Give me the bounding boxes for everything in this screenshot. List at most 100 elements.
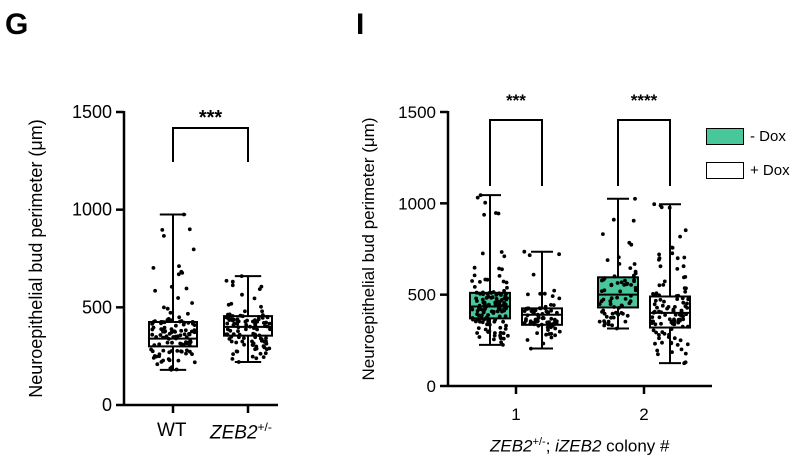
i-colony1-plus-dox-point-53 [535,331,539,335]
g-wt-point-61 [155,362,160,367]
i-colony2-plus-dox-point-91 [657,283,662,288]
g-wt-point-57 [176,272,181,277]
i-colony1-plus-dox-point-61 [528,322,533,326]
i-colony2-minus-dox-point-39 [624,282,629,287]
i-colony1-plus-dox-point-36 [542,291,547,296]
g-wt-point-1 [182,212,186,217]
g-zeb2-point-97 [254,319,259,324]
i-colony2-minus-dox-point-65 [600,278,604,283]
x-axis-title-gene1: ZEB2 [490,436,533,456]
g-wt-point-102 [165,318,170,322]
g-wt-point-22 [165,340,170,345]
i-colony1-minus-dox-point-123 [500,297,504,302]
g-wt-point-62 [150,322,155,326]
i-colony1-plus-dox-point-1 [522,249,527,254]
i-colony1-minus-dox-point-1 [478,193,483,198]
i-colony2-plus-dox-point-58 [680,324,685,329]
i-colony1-plus-dox-point-44 [549,316,554,321]
i-colony1-minus-dox-point-101 [480,297,485,302]
g-wt-point-83 [191,247,196,252]
i-colony2-minus-dox-point-32 [597,302,602,306]
i-colony1-minus-dox-point-128 [482,308,486,313]
i-colony1-plus-dox-point-47 [526,292,530,297]
i-colony1-minus-dox-point-30 [506,333,510,338]
i-colony2-plus-dox-point-89 [662,331,667,336]
i-colony2-plus-dox-point-32 [675,343,680,347]
x-axis-title-rest: colony # [601,436,670,456]
i-colony1-minus-dox-point-40 [481,292,485,297]
i-colony2-plus-dox-point-44 [680,296,685,301]
i-colony2-minus-dox-point-11 [632,262,637,266]
i-colony2-minus-dox-point-30 [615,281,620,285]
i-colony2-minus-dox-point-9 [616,306,621,310]
i-colony1-plus-dox-point-35 [554,321,559,326]
g-wt-point-36 [167,350,172,355]
i-colony1-minus-dox-point-90 [503,327,508,331]
i-colony2-minus-dox-point-36 [602,311,607,316]
g-wt-point-98 [184,340,188,344]
i-colony2-minus-dox-point-40 [612,274,617,279]
i-colony1-minus-dox-point-118 [501,279,506,284]
i-colony2-minus-dox-point-33 [611,315,616,320]
i-colony2-minus-dox-point-25 [623,278,627,283]
i-colony1-minus-dox-point-49 [480,251,485,256]
i-colony2-plus-dox-point-86 [672,336,677,341]
i-colony2-plus-dox-point-97 [675,297,680,301]
i-colony1-minus-dox-point-41 [494,293,499,297]
x-axis-title-sup: +/- [532,436,546,448]
i-colony2-plus-dox-point-8 [661,283,666,287]
i-colony2-plus-dox-point-69 [657,293,662,298]
i-colony2-plus-dox-point-36 [651,328,656,333]
g-wt-point-50 [178,333,183,338]
g-wt-point-89 [149,347,154,352]
g-wt-point-85 [162,320,167,325]
i-colony1-minus-dox-point-115 [486,330,490,334]
i-colony2-plus-dox-point-55 [653,322,658,327]
i-colony2-plus-dox-point-16 [655,305,659,310]
g-wt-point-43 [169,327,174,332]
g-zeb2-point-85 [234,340,239,345]
i-colony2-plus-dox-point-20 [686,324,690,329]
i-colony2-plus-dox-point-60 [683,228,688,233]
i-colony2-plus-dox-point-96 [684,286,688,291]
g-wt-point-118 [183,328,188,333]
i-colony2-plus-dox-point-79 [658,297,663,302]
g-wt-point-97 [179,328,184,333]
i-significance-bracket-2 [617,119,671,186]
i-colony1-minus-dox-point-94 [478,291,482,296]
i-colony1-plus-dox-point-69 [549,335,554,340]
i-colony2-plus-dox-point-45 [683,351,688,356]
i-colony1-plus-dox-point-25 [557,329,562,334]
i-colony1-minus-dox-point-80 [492,337,496,342]
i-colony2-plus-dox-point-98 [683,289,688,294]
g-zeb2-point-101 [264,347,269,352]
i-colony2-minus-dox-point-63 [606,319,611,324]
g-wt-point-103 [170,365,174,370]
g-wt-point-117 [151,356,156,360]
i-colony2-minus-dox-point-43 [606,322,611,327]
i-colony2-plus-dox-point-100 [678,234,682,239]
i-colony1-minus-dox-point-39 [504,323,508,328]
i-colony1-minus-dox-point-100 [494,211,498,215]
i-colony2-plus-dox-point-2 [679,347,684,352]
g-zeb2-point-18 [231,332,236,336]
i-colony1-minus-dox-point-127 [493,302,498,306]
i-colony1-plus-dox-point-75 [541,316,546,321]
i-colony1-plus-dox-point-22 [531,320,536,325]
g-wt-point-79 [181,342,186,347]
i-colony1-minus-dox-point-44 [500,267,504,272]
i-colony2-minus-dox-point-62 [619,311,624,315]
i-colony1-plus-dox-point-24 [547,320,551,325]
i-ytick-label-500: 500 [408,286,436,305]
i-colony2-minus-dox-point-60 [619,280,624,285]
g-wt-point-100 [180,271,185,275]
x-axis-title-i: ZEB2+/-; iZEB2 colony # [490,436,669,457]
i-colony1-minus-dox-point-129 [477,335,482,339]
i-colony2-plus-dox-point-22 [656,352,660,357]
g-zeb2-point-57 [229,301,234,306]
i-colony1-minus-dox-point-78 [475,331,479,335]
i-colony2-plus-dox-point-57 [683,304,688,309]
i-colony2-plus-dox-point-49 [679,308,684,313]
g-wt-point-60 [174,367,179,372]
i-colony2-minus-dox-point-50 [623,297,628,301]
